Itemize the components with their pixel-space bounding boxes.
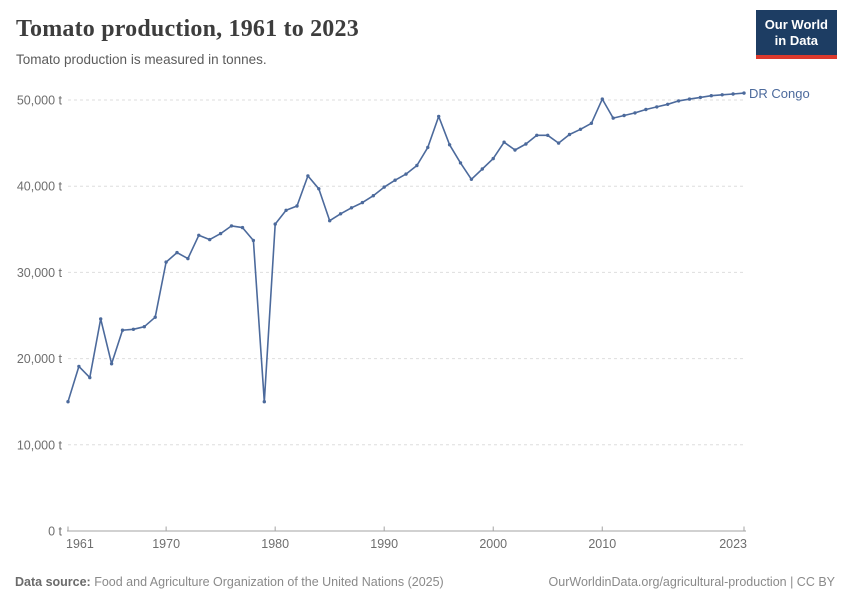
data-source-label: Data source: bbox=[15, 575, 91, 589]
y-axis-tick-label: 30,000 t bbox=[17, 266, 63, 280]
data-point[interactable] bbox=[535, 133, 539, 137]
data-point[interactable] bbox=[120, 328, 125, 332]
owid-logo-line2: in Data bbox=[774, 32, 819, 48]
y-axis-tick-label: 50,000 t bbox=[17, 94, 63, 108]
data-point[interactable] bbox=[208, 237, 212, 242]
data-point[interactable] bbox=[742, 91, 746, 95]
data-point[interactable] bbox=[88, 375, 92, 380]
data-point[interactable] bbox=[66, 400, 70, 404]
data-point[interactable] bbox=[524, 142, 528, 146]
data-point[interactable] bbox=[622, 113, 626, 118]
data-point[interactable] bbox=[360, 200, 365, 205]
data-point[interactable] bbox=[415, 163, 419, 168]
data-point[interactable] bbox=[469, 177, 474, 181]
data-point[interactable] bbox=[142, 325, 146, 329]
data-point[interactable] bbox=[600, 97, 604, 101]
data-point[interactable] bbox=[295, 204, 299, 208]
data-point[interactable] bbox=[687, 97, 692, 101]
data-source-text: Food and Agriculture Organization of the… bbox=[90, 575, 444, 589]
data-point[interactable] bbox=[567, 132, 572, 137]
data-point[interactable] bbox=[709, 94, 713, 98]
data-point[interactable] bbox=[437, 114, 441, 119]
data-point[interactable] bbox=[666, 102, 670, 106]
owid-logo-line1: Our World bbox=[764, 17, 828, 32]
data-point[interactable] bbox=[338, 212, 343, 216]
data-point[interactable] bbox=[556, 141, 561, 145]
data-point[interactable] bbox=[644, 107, 648, 112]
chart-plot-area[interactable]: 0 t 10,000 t 20,000 t 30,000 t 40,000 t 50,00… bbox=[0, 85, 850, 565]
footer-citation: OurWorldinData.org/agricultural-producti… bbox=[548, 575, 835, 589]
data-point[interactable] bbox=[676, 99, 681, 103]
data-point[interactable] bbox=[186, 256, 190, 261]
data-point[interactable] bbox=[404, 172, 408, 176]
data-source-note: Data source: Food and Agriculture Organi… bbox=[15, 575, 444, 589]
chart-subtitle: Tomato production is measured in tonnes. bbox=[16, 52, 267, 67]
data-point[interactable] bbox=[655, 105, 659, 109]
data-point[interactable] bbox=[77, 364, 81, 369]
data-point[interactable] bbox=[306, 174, 310, 178]
y-axis-tick-label: 0 t bbox=[48, 525, 62, 539]
data-point[interactable] bbox=[153, 315, 157, 319]
x-axis-tick-label: 1970 bbox=[152, 537, 180, 551]
data-point[interactable] bbox=[611, 116, 615, 120]
data-point[interactable] bbox=[251, 238, 256, 243]
data-point[interactable] bbox=[589, 121, 594, 125]
x-axis-tick-label: 2023 bbox=[719, 537, 747, 551]
data-point[interactable] bbox=[698, 95, 703, 100]
series-label-dr-congo: DR Congo bbox=[749, 85, 810, 101]
data-point[interactable] bbox=[131, 327, 136, 331]
data-point[interactable] bbox=[426, 145, 430, 150]
chart-title: Tomato production, 1961 to 2023 bbox=[16, 16, 359, 42]
x-axis-tick-label: 2000 bbox=[479, 537, 507, 551]
x-axis-tick-label: 1961 bbox=[66, 537, 94, 551]
x-axis-tick-label: 1980 bbox=[261, 537, 289, 551]
data-point[interactable] bbox=[284, 208, 288, 212]
data-point[interactable] bbox=[317, 187, 321, 191]
data-point[interactable] bbox=[382, 185, 386, 189]
data-point[interactable] bbox=[109, 362, 114, 366]
data-point[interactable] bbox=[720, 93, 724, 97]
data-point[interactable] bbox=[458, 161, 463, 165]
data-point[interactable] bbox=[262, 400, 266, 404]
data-point[interactable] bbox=[240, 225, 245, 230]
y-axis-tick-label: 40,000 t bbox=[17, 180, 63, 194]
data-point[interactable] bbox=[502, 140, 506, 144]
data-point[interactable] bbox=[546, 133, 550, 137]
data-point[interactable] bbox=[491, 156, 495, 161]
data-point[interactable] bbox=[229, 224, 234, 228]
data-line bbox=[67, 92, 745, 403]
data-point[interactable] bbox=[480, 167, 484, 171]
data-point[interactable] bbox=[218, 231, 223, 236]
data-point[interactable] bbox=[164, 260, 168, 264]
data-point[interactable] bbox=[731, 92, 735, 96]
data-point[interactable] bbox=[578, 127, 583, 131]
y-axis-tick-label: 20,000 t bbox=[17, 352, 63, 366]
data-point[interactable] bbox=[328, 219, 332, 223]
data-point[interactable] bbox=[99, 317, 103, 321]
data-point[interactable] bbox=[175, 250, 179, 255]
data-point[interactable] bbox=[349, 206, 354, 210]
data-point[interactable] bbox=[273, 222, 277, 226]
data-point[interactable] bbox=[447, 143, 452, 147]
data-point[interactable] bbox=[197, 233, 201, 237]
data-point[interactable] bbox=[393, 178, 397, 182]
owid-logo[interactable]: Our World in Data bbox=[755, 10, 837, 59]
chart-footer: Data source: Food and Agriculture Organi… bbox=[0, 575, 850, 589]
data-point[interactable] bbox=[513, 148, 517, 152]
y-axis-tick-label: 10,000 t bbox=[17, 438, 63, 452]
data-point[interactable] bbox=[371, 194, 375, 198]
x-axis-tick-label: 1990 bbox=[370, 537, 398, 551]
x-axis-tick-label: 2010 bbox=[588, 537, 616, 551]
data-point[interactable] bbox=[633, 111, 637, 115]
